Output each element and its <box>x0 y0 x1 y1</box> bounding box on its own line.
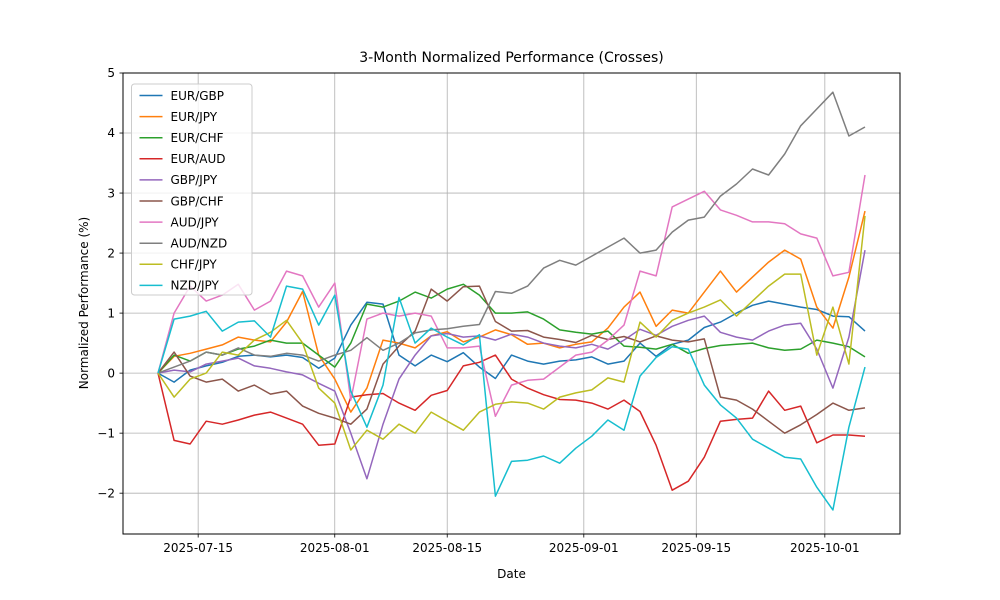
y-tick-label: 0 <box>107 366 115 380</box>
x-tick-label: 2025-07-15 <box>163 541 233 555</box>
series-line-gbp-jpy <box>157 249 866 480</box>
legend-item-aud-nzd: AUD/NZD <box>139 237 228 251</box>
y-tick-label: 5 <box>107 66 115 80</box>
legend-item-aud-jpy: AUD/JPY <box>139 215 220 229</box>
legend-label: AUD/JPY <box>171 215 220 229</box>
y-tick-label: 4 <box>107 126 115 140</box>
legend-item-eur-chf: EUR/CHF <box>139 131 224 145</box>
x-tick-label: 2025-09-15 <box>661 541 731 555</box>
series-line-aud-jpy <box>157 174 866 418</box>
legend-item-eur-gbp: EUR/GBP <box>139 89 225 103</box>
plot-border <box>122 72 901 535</box>
x-tick-label: 2025-08-15 <box>412 541 482 555</box>
legend-item-chf-jpy: CHF/JPY <box>139 258 218 272</box>
y-tick-label: −1 <box>97 426 115 440</box>
legend-label: NZD/JPY <box>171 279 220 293</box>
legend-label: EUR/GBP <box>171 89 225 103</box>
y-axis-label: Normalized Performance (%) <box>77 217 91 390</box>
x-axis-label: Date <box>497 567 526 581</box>
series-line-nzd-jpy <box>157 285 866 511</box>
legend-item-gbp-jpy: GBP/JPY <box>139 173 218 187</box>
legend-label: EUR/CHF <box>171 131 224 145</box>
x-tick-label: 2025-09-01 <box>549 541 619 555</box>
series-line-gbp-chf <box>157 285 866 434</box>
legend-box <box>131 83 253 296</box>
chart-title: 3-Month Normalized Performance (Crosses) <box>359 50 664 66</box>
legend-label: AUD/NZD <box>171 237 228 251</box>
series-line-eur-gbp <box>157 300 866 383</box>
legend-item-eur-aud: EUR/AUD <box>139 152 226 166</box>
series-layer <box>157 91 866 511</box>
legend-label: EUR/AUD <box>171 152 226 166</box>
series-line-aud-nzd <box>157 91 866 374</box>
series-line-eur-chf <box>157 283 866 374</box>
legend-label: GBP/JPY <box>171 173 218 187</box>
y-tick-label: 1 <box>107 306 115 320</box>
y-tick-label: 3 <box>107 186 115 200</box>
series-line-eur-jpy <box>157 210 866 413</box>
tick-layer: −2 −1 0 1 2 3 4 5 2025-07-15 2025-08-01 2025-08-15… <box>97 66 859 555</box>
legend-label: CHF/JPY <box>171 258 218 272</box>
series-line-eur-aud <box>157 354 866 491</box>
series-line-chf-jpy <box>157 215 866 451</box>
legend-item-eur-jpy: EUR/JPY <box>139 110 218 124</box>
legend-label: EUR/JPY <box>171 110 218 124</box>
legend: EUR/GBP EUR/JPY EUR/CHF EUR/AUD GBP/JPY GBP/C… <box>131 83 253 296</box>
legend-label: GBP/CHF <box>171 194 224 208</box>
legend-item-gbp-chf: GBP/CHF <box>139 194 224 208</box>
x-tick-label: 2025-10-01 <box>790 541 860 555</box>
x-tick-label: 2025-08-01 <box>300 541 370 555</box>
y-tick-label: 2 <box>107 246 115 260</box>
legend-item-nzd-jpy: NZD/JPY <box>139 279 220 293</box>
y-tick-label: −2 <box>97 486 115 500</box>
